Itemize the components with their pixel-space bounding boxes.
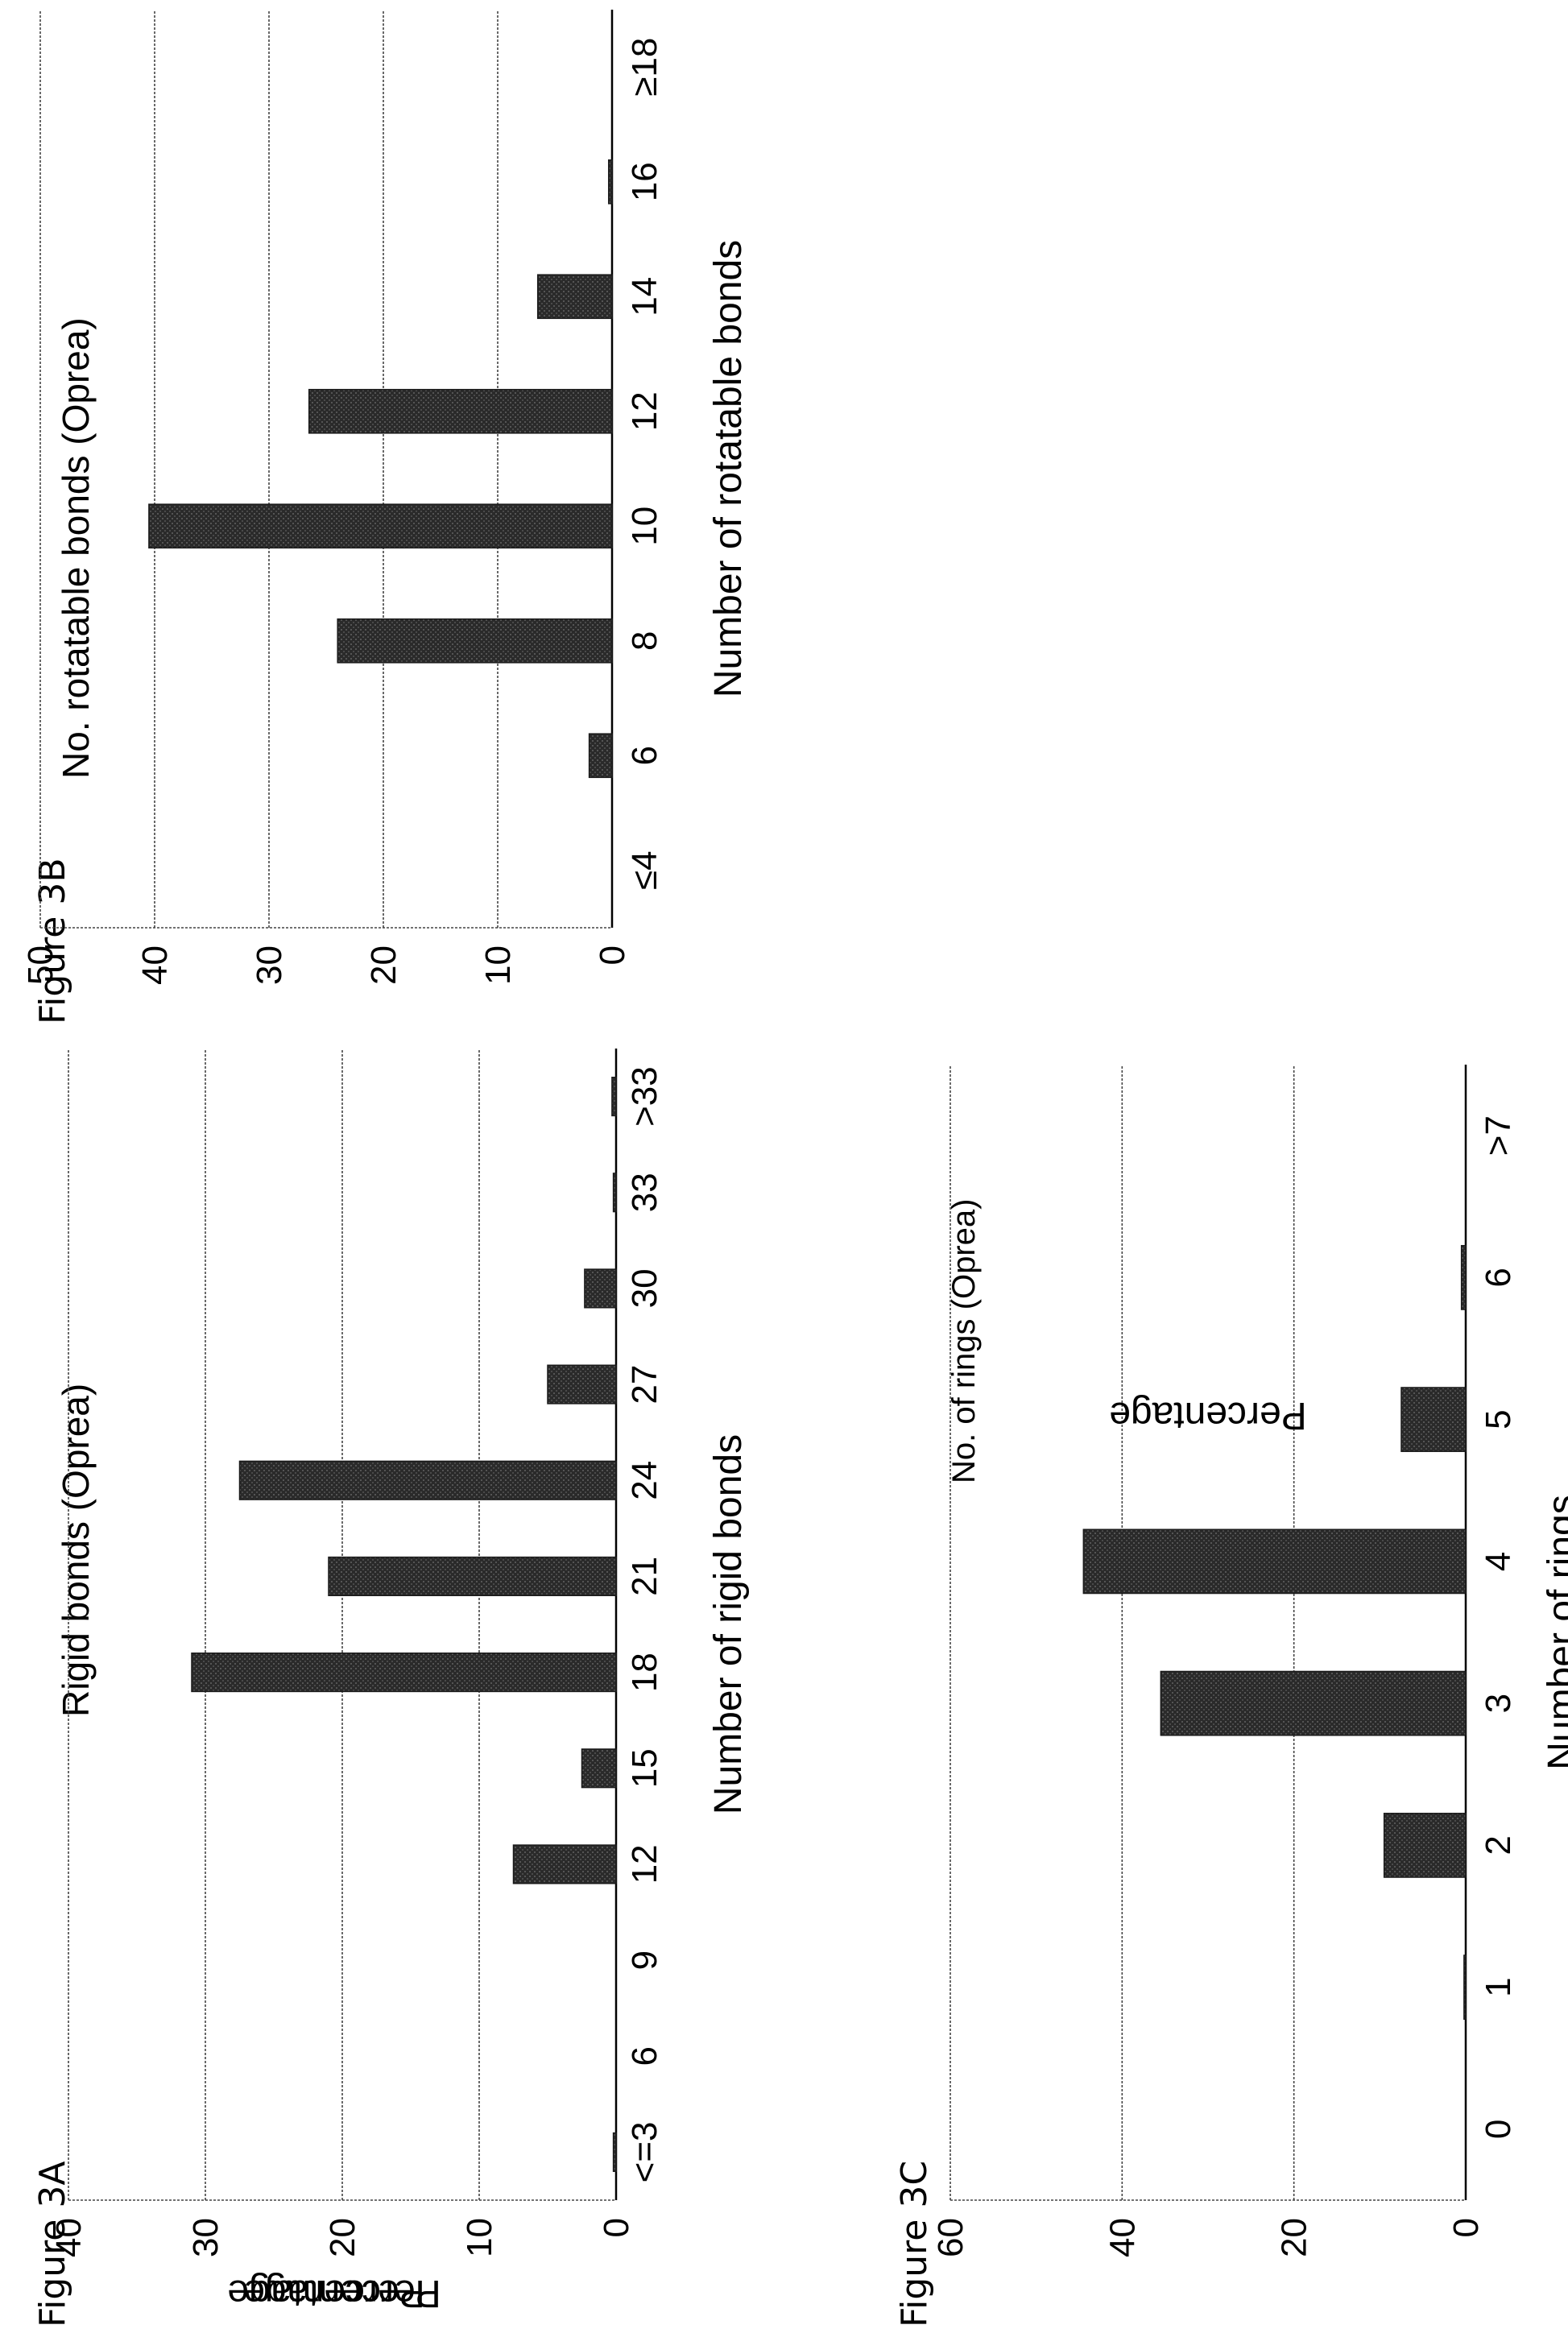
bar — [337, 618, 613, 664]
x-tick-label: 21 — [625, 1557, 664, 1596]
x-tick-label: 0 — [1479, 2120, 1518, 2139]
x-tick-label: ≥18 — [625, 38, 664, 97]
y-axis-label: Percentage — [243, 2272, 441, 2315]
bar — [148, 503, 613, 549]
y-tick-label: 10 — [478, 945, 518, 985]
figure-label: Figure 3C — [894, 2161, 935, 2327]
bar — [612, 2132, 617, 2172]
x-tick-label: 1 — [1479, 1977, 1518, 1996]
y-tick-label: 40 — [135, 945, 175, 985]
x-tick-label: >7 — [1479, 1115, 1518, 1156]
y-axis-label: Percentage — [1109, 1394, 1307, 1437]
bar — [1463, 1955, 1467, 2021]
bar — [536, 274, 613, 320]
bar — [612, 1173, 617, 1213]
x-tick-label: <=3 — [625, 2121, 664, 2182]
y-tick-label: 10 — [460, 2218, 499, 2257]
x-tick-label: 9 — [625, 1950, 664, 1970]
x-tick-label: 4 — [1479, 1552, 1518, 1571]
bar — [547, 1364, 617, 1404]
chart-title: Rigid bonds (Oprea) — [55, 1384, 97, 1717]
y-tick-label: 40 — [49, 2218, 89, 2257]
bar — [1400, 1387, 1467, 1453]
y-tick-label: 20 — [364, 945, 403, 985]
chart-title: No. rotatable bonds (Oprea) — [55, 317, 97, 779]
y-tick-label: 40 — [1103, 2218, 1142, 2257]
bar — [611, 1076, 617, 1117]
x-tick-label: 10 — [625, 507, 664, 546]
bar — [512, 1844, 617, 1884]
bar — [607, 159, 613, 205]
x-tick-label: 30 — [625, 1268, 664, 1308]
bar — [1383, 1812, 1467, 1878]
figure-label: Figure 3A — [32, 2161, 73, 2327]
x-tick-label: ≤4 — [625, 850, 664, 890]
chart-panel-0: Figure 3A Rigid bonds (Oprea) 0 10 20 30 40 Per… — [32, 1049, 750, 2327]
x-tick-label: 5 — [1479, 1409, 1518, 1429]
bar — [584, 1268, 617, 1309]
y-tick-label: 20 — [323, 2218, 362, 2257]
x-tick-label: 6 — [625, 2046, 664, 2066]
x-tick-label: 3 — [1479, 1694, 1518, 1713]
y-tick-label: 50 — [21, 945, 60, 985]
bar — [238, 1460, 617, 1500]
y-tick-label: 30 — [250, 945, 289, 985]
x-tick-label: 6 — [625, 746, 664, 765]
x-tick-label: 24 — [625, 1461, 664, 1500]
x-tick-label: >33 — [625, 1066, 664, 1127]
chart-panel-1: Figure 3B No. rotatable bonds (Oprea) 0 10 2… — [21, 10, 750, 2315]
y-tick-label: 60 — [931, 2218, 970, 2257]
chart-title: No. of rings (Oprea) — [946, 1199, 982, 1483]
x-axis-label: Number of rigid bonds — [707, 1434, 750, 1814]
x-tick-label: 12 — [625, 391, 664, 431]
x-tick-label: 16 — [625, 162, 664, 201]
bar — [588, 733, 613, 779]
figure-label: Figure 3B — [32, 858, 73, 1024]
y-axis-label: Percentage — [227, 2272, 425, 2315]
y-tick-label: 0 — [597, 2218, 636, 2237]
x-tick-label: 6 — [1479, 1268, 1518, 1287]
bar — [191, 1653, 617, 1693]
bar — [1160, 1670, 1467, 1736]
y-tick-label: 30 — [186, 2218, 225, 2257]
bar — [581, 1748, 617, 1789]
x-tick-label: 33 — [625, 1173, 664, 1212]
x-tick-label: 14 — [625, 277, 664, 316]
x-tick-label: 18 — [625, 1653, 664, 1692]
bar — [328, 1556, 617, 1596]
y-tick-label: 0 — [1446, 2218, 1486, 2237]
x-tick-label: 27 — [625, 1365, 664, 1404]
bar — [1460, 1244, 1467, 1310]
x-axis-label: Number of rings — [1541, 1495, 1568, 1769]
x-tick-label: 2 — [1479, 1835, 1518, 1855]
x-tick-label: 15 — [625, 1748, 664, 1788]
x-tick-label: 8 — [625, 631, 664, 651]
y-tick-label: 20 — [1275, 2218, 1314, 2257]
y-tick-label: 0 — [593, 945, 632, 965]
x-tick-label: 12 — [625, 1844, 664, 1884]
x-axis-label: Number of rotatable bonds — [707, 240, 750, 697]
bar — [1082, 1529, 1467, 1595]
bar — [308, 388, 613, 434]
